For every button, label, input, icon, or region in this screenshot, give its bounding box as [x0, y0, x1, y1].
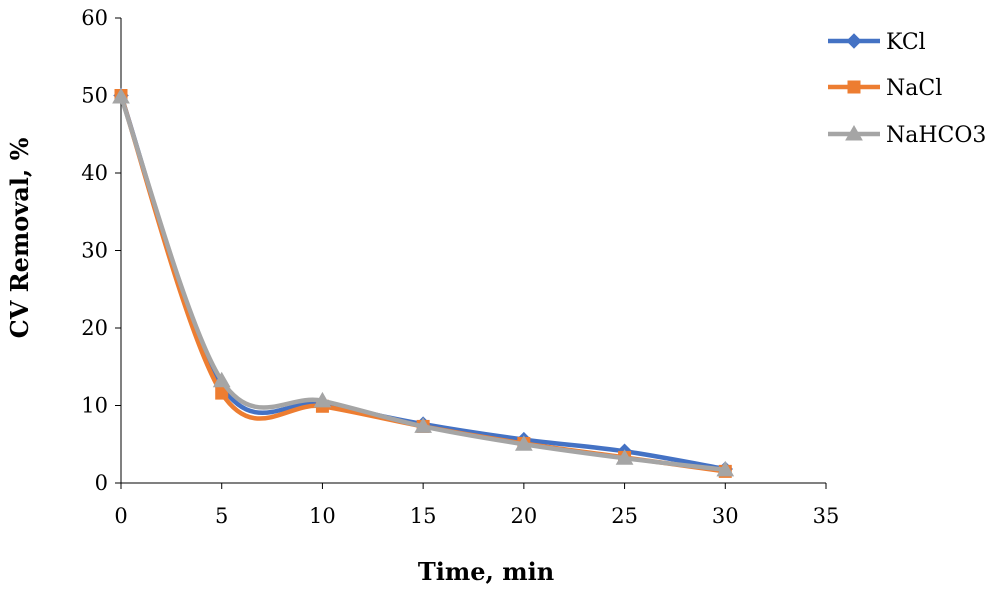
legend-item-nahco3: NaHCO3 [828, 123, 986, 148]
x-tick-label: 30 [712, 504, 739, 528]
y-tick-label: 40 [81, 161, 108, 185]
data-point-nahco3 [615, 449, 634, 465]
data-point-nahco3 [212, 371, 231, 388]
legend-swatch-marker [845, 124, 863, 141]
x-tick-label: 20 [510, 504, 537, 528]
x-tick-label: 25 [611, 504, 638, 528]
y-axis-title: CV Removal, % [5, 137, 34, 338]
x-axis-title: Time, min [418, 557, 554, 586]
x-tick-label: 0 [114, 504, 127, 528]
legend-item-nacl: NaCl [828, 76, 942, 101]
legend-label: NaHCO3 [886, 123, 986, 148]
legend-swatch-marker [847, 80, 861, 94]
data-point-nahco3 [414, 417, 433, 433]
x-tick-label: 15 [410, 504, 437, 528]
y-tick-label: 50 [81, 84, 108, 108]
x-tick-label: 35 [813, 504, 840, 528]
legend-swatch-marker [846, 33, 862, 49]
series-line-kcl [118, 93, 728, 472]
y-tick-label: 30 [81, 239, 108, 263]
series-layer [112, 87, 735, 478]
y-tick-label: 60 [81, 6, 108, 30]
legend-item-kcl: KCl [828, 30, 926, 55]
series-line-nacl [118, 93, 728, 474]
y-tick-label: 0 [95, 471, 108, 495]
data-point-nahco3 [514, 435, 533, 451]
legend: KCl NaCl NaHCO3 [828, 30, 986, 148]
legend-label: NaCl [886, 76, 942, 101]
data-point-nahco3 [716, 460, 735, 477]
legend-label: KCl [886, 30, 926, 55]
y-tick-label: 10 [81, 394, 108, 418]
y-tick-label: 20 [81, 316, 108, 340]
data-point-nahco3 [112, 88, 130, 104]
series-nahco3 [112, 88, 735, 477]
data-point-nahco3 [313, 391, 332, 408]
axes: 0 10 20 30 40 50 60 0 5 10 15 20 25 30 35 [81, 6, 839, 528]
series-line-nahco3 [118, 94, 728, 473]
x-tick-label: 5 [215, 504, 228, 528]
x-tick-label: 10 [309, 504, 336, 528]
